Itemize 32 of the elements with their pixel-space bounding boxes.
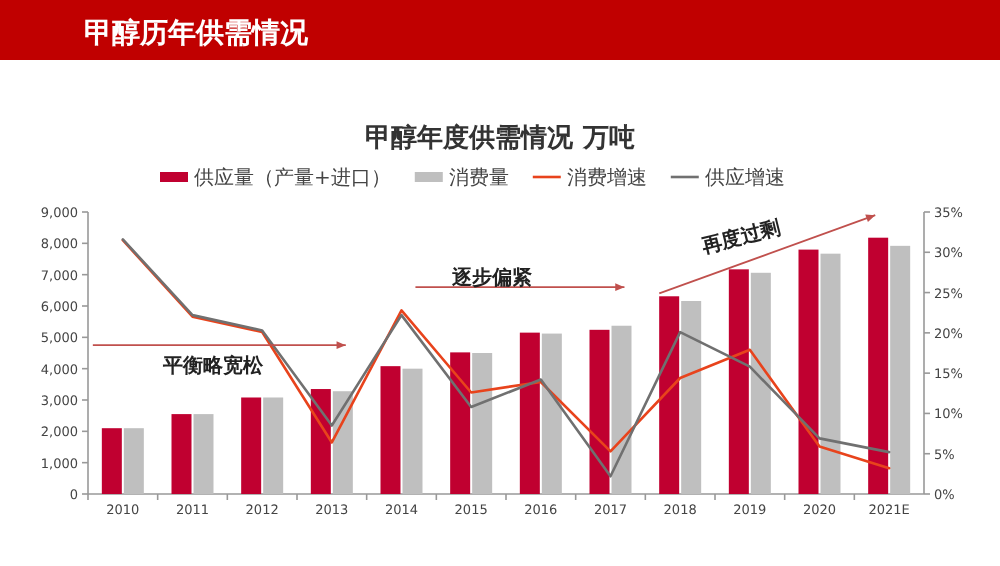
annotation: 平衡略宽松 [161,353,266,378]
annotation: 逐步偏紧 [450,266,533,291]
legend-label: 供应增速 [704,166,785,190]
bar [750,272,771,494]
chart-subtitle: 甲醇年度供需情况 万吨 [365,122,635,154]
bar [820,253,841,494]
bar [728,269,749,494]
bar [589,329,610,494]
bar [450,352,471,494]
bar [472,353,493,494]
bar [868,237,889,494]
bar [263,397,284,494]
annotation: 再度过剩 [697,216,784,260]
bar [890,245,911,494]
bar [193,414,214,494]
bar [380,366,401,494]
bar [402,368,423,494]
legend-label: 消费增速 [566,166,647,190]
bar [241,397,262,494]
bar [681,300,702,494]
bar [659,296,680,494]
bar [171,414,192,494]
bar [541,333,562,494]
legend-label: 供应量（产量+进口） [194,166,391,190]
bar [798,249,819,494]
bar [519,332,540,494]
bar [310,389,331,494]
bar [611,325,632,494]
legend-label: 消费量 [448,166,509,190]
bar [101,428,122,494]
chart-title: 甲醇历年供需情况 [84,16,310,50]
bar [123,428,144,494]
